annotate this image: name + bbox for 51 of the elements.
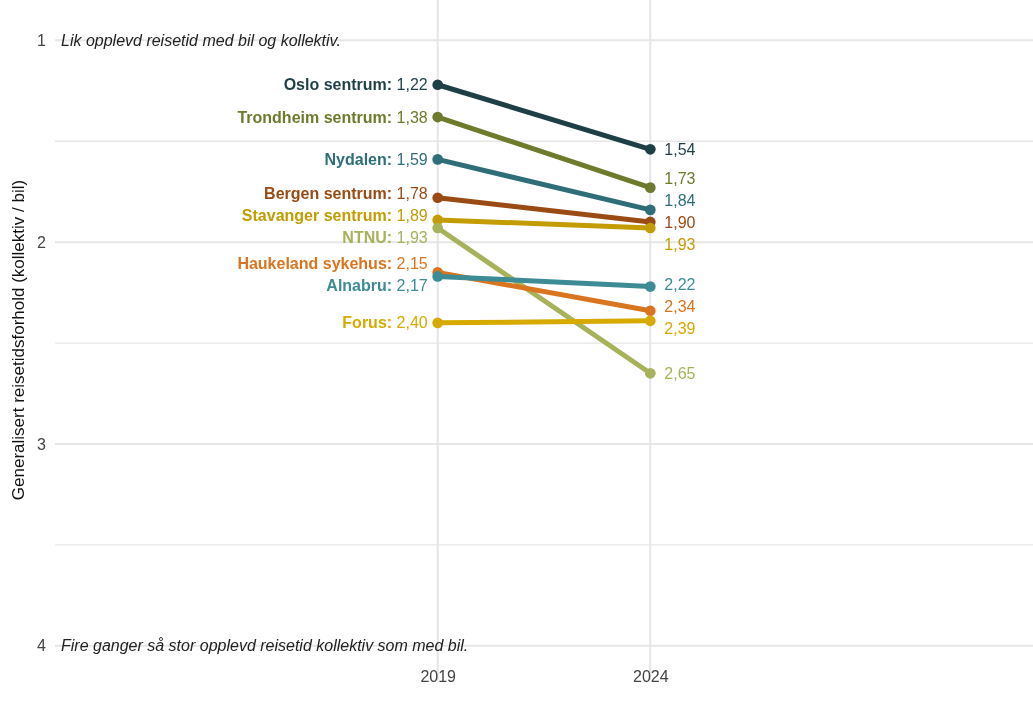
point (432, 222, 444, 234)
data-label: 1,93 (664, 236, 696, 254)
annotation: Fire ganger så stor opplevd reisetid kollektiv som med bil. (61, 637, 469, 655)
point (644, 305, 656, 317)
x-tick-label: 2024 (633, 668, 669, 686)
point (432, 79, 444, 91)
text: Forus: (342, 314, 397, 332)
text: Stavanger sentrum: (241, 206, 397, 224)
point (644, 281, 656, 292)
x-tick-label: 2019 (420, 668, 457, 686)
data-label: 2,17 (396, 277, 428, 295)
data-label: 1,89 (396, 206, 428, 224)
point (432, 317, 444, 329)
y-tick-label: 1 (37, 31, 47, 49)
point (644, 315, 656, 327)
point (432, 271, 444, 282)
annotation: Lik opplevd reisetid med bil og kollektiv. (61, 31, 341, 49)
text: Bergen sentrum: (264, 184, 397, 202)
text: NTNU: (342, 228, 397, 246)
point (432, 192, 444, 204)
point (644, 367, 656, 379)
data-label: 1,54 (664, 140, 696, 158)
point (644, 143, 656, 155)
y-tick-label: 3 (37, 435, 47, 453)
point (644, 204, 656, 216)
data-label: 1,93 (396, 228, 428, 246)
text: Haukeland sykehus: (237, 255, 397, 273)
y-tick-label: 4 (37, 637, 47, 655)
y-axis-title: Generalisert reisetidsforhold (kollektiv / bil) (9, 179, 28, 501)
data-label: 2,65 (664, 364, 696, 382)
data-label: 2,34 (664, 297, 696, 315)
data-label: 2,39 (664, 319, 696, 337)
data-label: 1,90 (664, 214, 696, 232)
text: Oslo sentrum: (283, 76, 397, 94)
point (644, 182, 656, 193)
text: Trondheim sentrum: (237, 108, 397, 126)
data-label: 1,22 (396, 76, 428, 94)
point (432, 111, 444, 123)
data-label: 2,15 (396, 255, 428, 273)
point (432, 154, 444, 165)
data-label: 2,22 (664, 275, 696, 293)
data-label: 2,40 (396, 314, 428, 332)
data-label: 1,73 (664, 170, 696, 188)
data-label: 1,38 (396, 108, 428, 126)
point (644, 222, 656, 234)
data-label: 1,78 (396, 184, 428, 202)
text: Nydalen: (324, 151, 397, 169)
y-tick-label: 2 (37, 233, 47, 251)
data-label: 1,59 (396, 151, 428, 169)
text: Alnabru: (326, 277, 397, 295)
data-label: 1,84 (664, 192, 696, 210)
